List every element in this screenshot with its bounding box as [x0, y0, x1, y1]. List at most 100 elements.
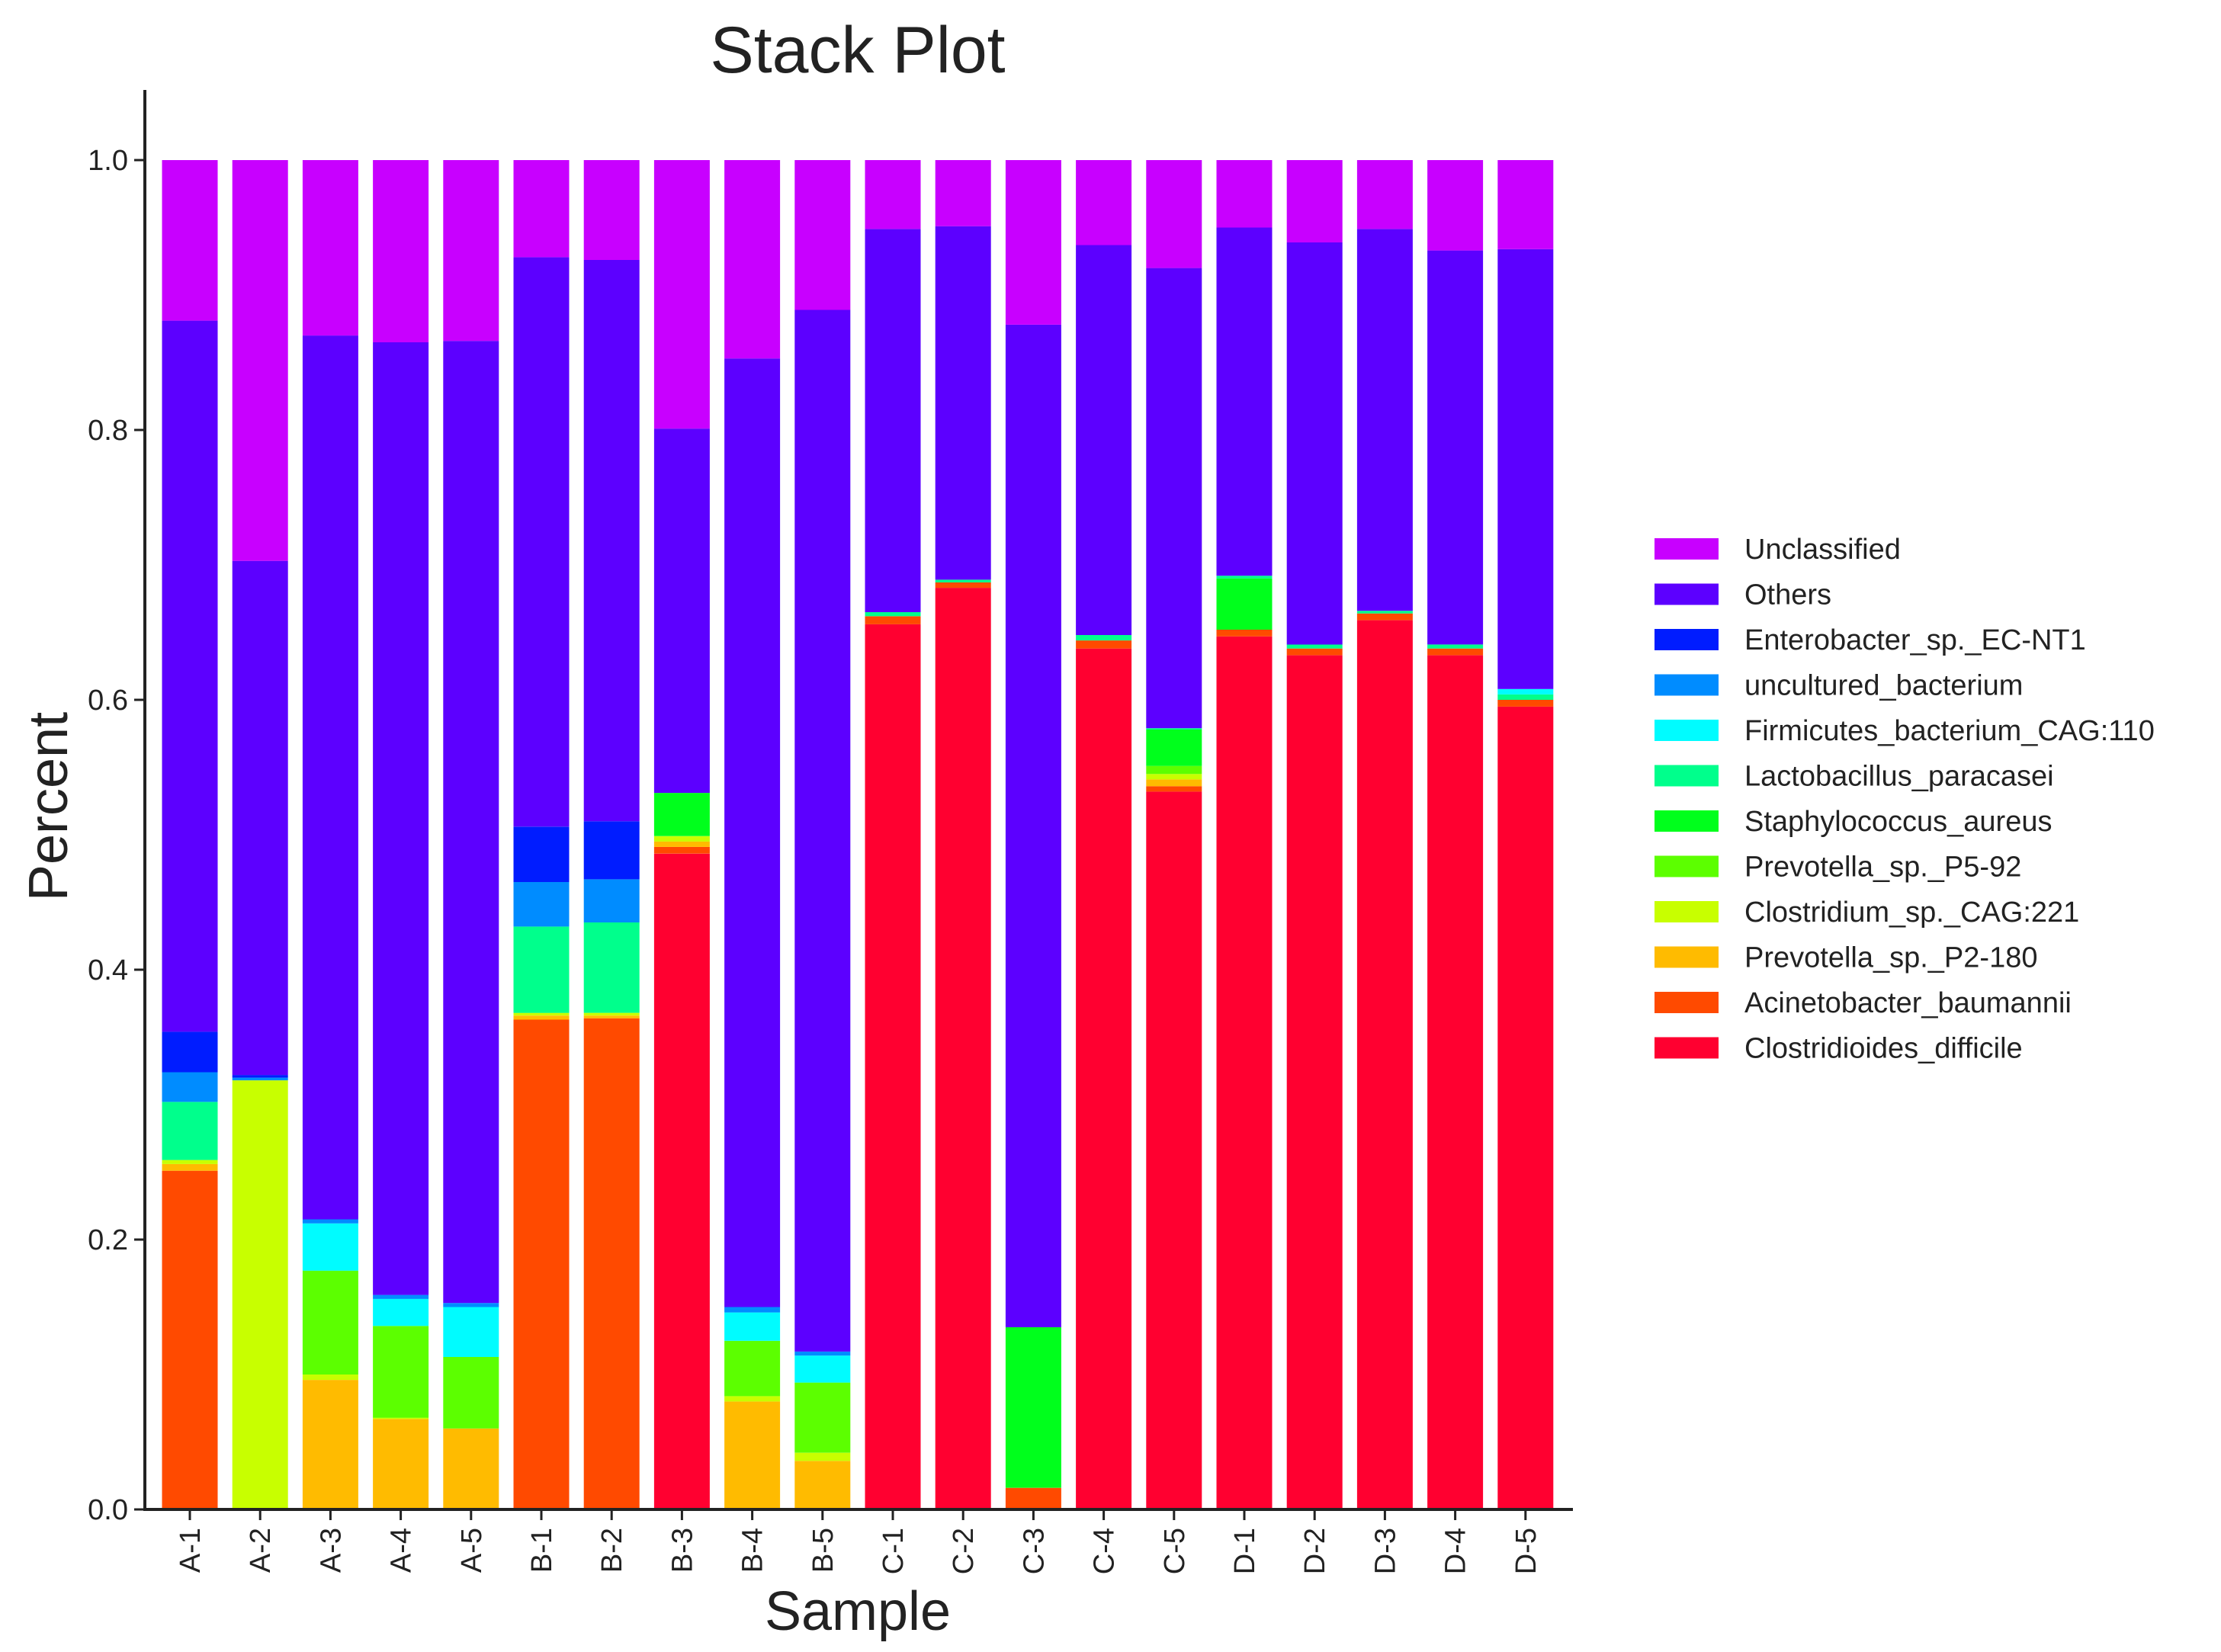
bar-segment-A-4-Prevotella_sp._P5-92 — [373, 1326, 429, 1418]
bar-segment-C-3-Others — [1005, 324, 1061, 1327]
bar-segment-D-5-Acinetobacter_baumannii — [1497, 700, 1554, 707]
bar-segment-C-5-Others — [1146, 268, 1202, 729]
bar-segment-A-4-uncultured_bacterium — [373, 1294, 429, 1299]
bar-segment-C-4-Clostridioides_difficile — [1076, 648, 1132, 1510]
bar-segment-B-2-Clostridium_sp._CAG:221 — [583, 1012, 640, 1016]
bar-segment-C-1-Others — [865, 229, 921, 612]
legend-swatch-Firmicutes_bacterium_CAG:110 — [1655, 720, 1719, 741]
legend-swatch-Others — [1655, 583, 1719, 605]
bar-segment-D-1-Acinetobacter_baumannii — [1216, 630, 1273, 637]
bar-segment-D-1-Lactobacillus_paracasei — [1216, 576, 1273, 579]
bar-segment-A-1-Lactobacillus_paracasei — [162, 1102, 218, 1160]
x-tick-label-A-3: A-3 — [315, 1528, 347, 1573]
bar-segment-D-4-Clostridioides_difficile — [1427, 655, 1484, 1509]
x-tick-label-A-2: A-2 — [245, 1528, 277, 1573]
legend-label-Acinetobacter_baumannii: Acinetobacter_baumannii — [1744, 987, 2072, 1019]
bar-segment-A-5-Firmicutes_bacterium_CAG:110 — [443, 1307, 499, 1357]
bar-segment-A-2-uncultured_bacterium — [232, 1077, 288, 1081]
bar-segment-A-3-Prevotella_sp._P2-180 — [302, 1380, 358, 1509]
bar-segment-C-1-Clostridioides_difficile — [865, 624, 921, 1509]
bar-segment-A-4-Others — [373, 342, 429, 1295]
bar-segment-B-1-Others — [513, 257, 570, 827]
y-tick-label: 0.8 — [88, 415, 128, 447]
bar-segment-C-4-Acinetobacter_baumannii — [1076, 640, 1132, 649]
bar-segment-B-3-Clostridioides_difficile — [653, 853, 710, 1509]
y-tick-label: 1.0 — [88, 145, 128, 177]
bar-segment-B-5-Prevotella_sp._P2-180 — [794, 1461, 851, 1509]
bar-segment-C-4-Lactobacillus_paracasei — [1076, 635, 1132, 641]
legend-label-Lactobacillus_paracasei: Lactobacillus_paracasei — [1744, 761, 2054, 793]
bar-segment-A-1-uncultured_bacterium — [162, 1072, 218, 1102]
bar-segment-D-2-Lactobacillus_paracasei — [1286, 644, 1343, 649]
bar-segment-D-4-Unclassified — [1427, 160, 1484, 251]
legend-swatch-uncultured_bacterium — [1655, 674, 1719, 696]
bar-segment-B-4-Unclassified — [724, 160, 781, 359]
bar-segment-C-1-Unclassified — [865, 160, 921, 229]
bar-segment-B-2-Acinetobacter_baumannii — [583, 1018, 640, 1509]
x-axis-ticks: A-1 A-2 A-3 A-4 A-5 B-1 B-2 B-3 B-4 B-5 C-1 C-2 C-3 C… — [175, 1509, 1542, 1574]
bar-segment-C-4-Unclassified — [1076, 160, 1132, 245]
bar-segment-B-3-Clostridium_sp._CAG:221 — [653, 836, 710, 842]
y-axis-label: Percent — [18, 712, 79, 901]
bar-segment-B-3-Unclassified — [653, 160, 710, 429]
bar-segment-D-5-Unclassified — [1497, 160, 1554, 249]
bar-segment-B-5-Clostridium_sp._CAG:221 — [794, 1452, 851, 1461]
bar-segment-B-2-Prevotella_sp._P2-180 — [583, 1015, 640, 1018]
bar-segment-B-1-Prevotella_sp._P2-180 — [513, 1015, 570, 1020]
x-axis-label: Sample — [765, 1581, 951, 1642]
x-tick-label-C-3: C-3 — [1018, 1528, 1050, 1574]
legend-label-Unclassified: Unclassified — [1744, 534, 1901, 566]
bar-segment-C-2-Lactobacillus_paracasei — [935, 579, 991, 582]
bar-segment-B-5-Firmicutes_bacterium_CAG:110 — [794, 1355, 851, 1383]
bar-segment-B-4-Prevotella_sp._P2-180 — [724, 1401, 781, 1509]
legend-swatch-Clostridioides_difficile — [1655, 1037, 1719, 1059]
y-tick-label: 0.2 — [88, 1224, 128, 1256]
bar-segment-B-3-Staphylococcus_aureus — [653, 793, 710, 836]
legend-label-Prevotella_sp._P5-92: Prevotella_sp._P5-92 — [1744, 852, 2021, 884]
bar-segment-A-2-Unclassified — [232, 160, 288, 561]
bar-segment-D-3-Lactobacillus_paracasei — [1356, 611, 1413, 614]
bar-segment-C-2-Clostridioides_difficile — [935, 588, 991, 1509]
legend-swatch-Clostridium_sp._CAG:221 — [1655, 901, 1719, 922]
bar-segment-D-5-Others — [1497, 249, 1554, 689]
bar-segment-D-3-Clostridioides_difficile — [1356, 620, 1413, 1509]
y-tick-label: 0.4 — [88, 954, 128, 986]
bar-segment-D-1-Others — [1216, 227, 1273, 576]
x-tick-label-C-1: C-1 — [878, 1528, 910, 1574]
bar-segment-C-2-Others — [935, 226, 991, 580]
legend-swatch-Lactobacillus_paracasei — [1655, 765, 1719, 787]
legend-label-Clostridium_sp._CAG:221: Clostridium_sp._CAG:221 — [1744, 897, 2079, 929]
bar-segment-A-3-Prevotella_sp._P5-92 — [302, 1270, 358, 1375]
bar-segment-D-1-Unclassified — [1216, 160, 1273, 228]
x-tick-label-D-2: D-2 — [1299, 1528, 1331, 1574]
x-tick-label-D-1: D-1 — [1229, 1528, 1261, 1574]
bar-segment-B-2-Others — [583, 260, 640, 822]
bars-group — [162, 160, 1554, 1510]
bar-segment-C-5-Staphylococcus_aureus — [1146, 729, 1202, 766]
bar-segment-D-3-Acinetobacter_baumannii — [1356, 613, 1413, 621]
bar-segment-C-5-Clostridioides_difficile — [1146, 791, 1202, 1509]
bar-segment-B-4-Firmicutes_bacterium_CAG:110 — [724, 1312, 781, 1341]
x-tick-label-D-5: D-5 — [1510, 1528, 1542, 1574]
legend-label-Enterobacter_sp._EC-NT1: Enterobacter_sp._EC-NT1 — [1744, 624, 2086, 656]
y-axis-ticks: 0.0 0.2 0.4 0.6 0.8 1.0 — [88, 145, 145, 1526]
bar-segment-A-2-Clostridium_sp._CAG:221 — [232, 1080, 288, 1509]
bar-segment-D-4-Lactobacillus_paracasei — [1427, 644, 1484, 649]
bar-segment-C-2-Acinetobacter_baumannii — [935, 582, 991, 589]
bar-segment-B-1-Clostridium_sp._CAG:221 — [513, 1012, 570, 1016]
bar-segment-B-5-Others — [794, 310, 851, 1352]
bar-segment-D-2-Clostridioides_difficile — [1286, 655, 1343, 1509]
bar-segment-D-1-Staphylococcus_aureus — [1216, 578, 1273, 630]
bar-segment-B-1-Enterobacter_sp._EC-NT1 — [513, 826, 570, 882]
bar-segment-C-3-Acinetobacter_baumannii — [1005, 1487, 1061, 1509]
bar-segment-C-5-Prevotella_sp._P2-180 — [1146, 779, 1202, 787]
bar-segment-B-4-Others — [724, 358, 781, 1307]
bar-segment-B-2-Lactobacillus_paracasei — [583, 922, 640, 1013]
bar-segment-C-2-Unclassified — [935, 160, 991, 226]
bar-segment-B-2-Enterobacter_sp._EC-NT1 — [583, 821, 640, 880]
y-tick-label: 0.6 — [88, 685, 128, 717]
bar-segment-A-5-Others — [443, 341, 499, 1304]
x-tick-label-A-1: A-1 — [175, 1528, 207, 1573]
x-tick-label-B-1: B-1 — [526, 1528, 558, 1573]
bar-segment-D-4-Others — [1427, 250, 1484, 645]
